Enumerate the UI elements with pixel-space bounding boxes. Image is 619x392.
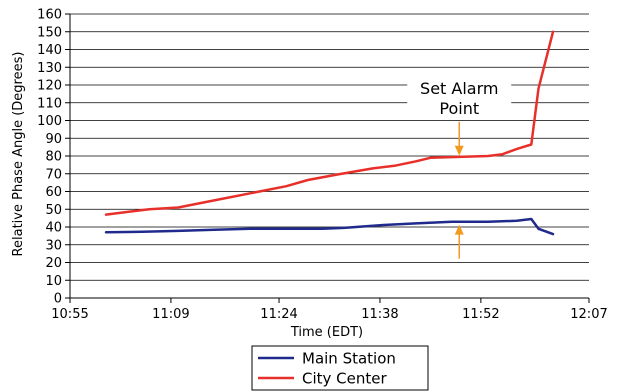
y-tick-label: 140	[37, 43, 62, 58]
x-tick-label: 11:24	[260, 307, 297, 322]
series-lines	[104, 30, 555, 236]
y-tick-label: 110	[37, 96, 62, 111]
legend-label: Main Station	[302, 350, 396, 368]
y-tick-label: 70	[45, 167, 62, 182]
axes	[65, 13, 590, 303]
x-tick-label: 11:09	[152, 307, 189, 322]
y-tick-label: 0	[54, 292, 62, 307]
x-tick-label: 10:55	[51, 307, 88, 322]
arrow-up-icon	[454, 224, 464, 235]
y-tick-label: 40	[45, 221, 62, 236]
y-tick-label: 50	[45, 203, 62, 218]
y-tick-label: 100	[37, 114, 62, 129]
annotation-text: Point	[439, 99, 479, 118]
series-line-city-center	[104, 30, 555, 216]
y-tick-label: 90	[45, 132, 62, 147]
gridlines	[70, 13, 589, 299]
x-tick-labels: 10:55 11:09 11:24 11:38 11:52 12:07	[51, 307, 607, 322]
legend-box	[251, 345, 429, 391]
x-tick-label: 11:38	[361, 307, 398, 322]
y-tick-label: 80	[45, 150, 62, 165]
x-axis-title: Time (EDT)	[290, 325, 363, 340]
legend-label: City Center	[302, 370, 387, 388]
y-tick-label: 30	[45, 238, 62, 253]
annotation-text: Set Alarm	[420, 79, 498, 98]
legend: Main Station City Center	[251, 345, 429, 391]
annotation-background	[407, 76, 512, 120]
series-line-main-station	[104, 217, 555, 236]
y-tick-label: 160	[37, 8, 62, 23]
y-tick-label: 10	[45, 274, 62, 289]
y-tick-label: 150	[37, 25, 62, 40]
y-tick-label: 130	[37, 61, 62, 76]
arrow-down-icon	[454, 145, 464, 156]
x-tick-label: 12:07	[570, 307, 607, 322]
y-tick-label: 120	[37, 79, 62, 94]
y-tick-label: 60	[45, 185, 62, 200]
y-axis-title: Relative Phase Angle (Degrees)	[11, 52, 26, 257]
y-tick-labels: 0 10 20 30 40 50 60 70 80 90 100 110 120 130 140 150 160	[37, 8, 62, 307]
x-tick-label: 11:52	[462, 307, 499, 322]
y-tick-label: 20	[45, 256, 62, 271]
